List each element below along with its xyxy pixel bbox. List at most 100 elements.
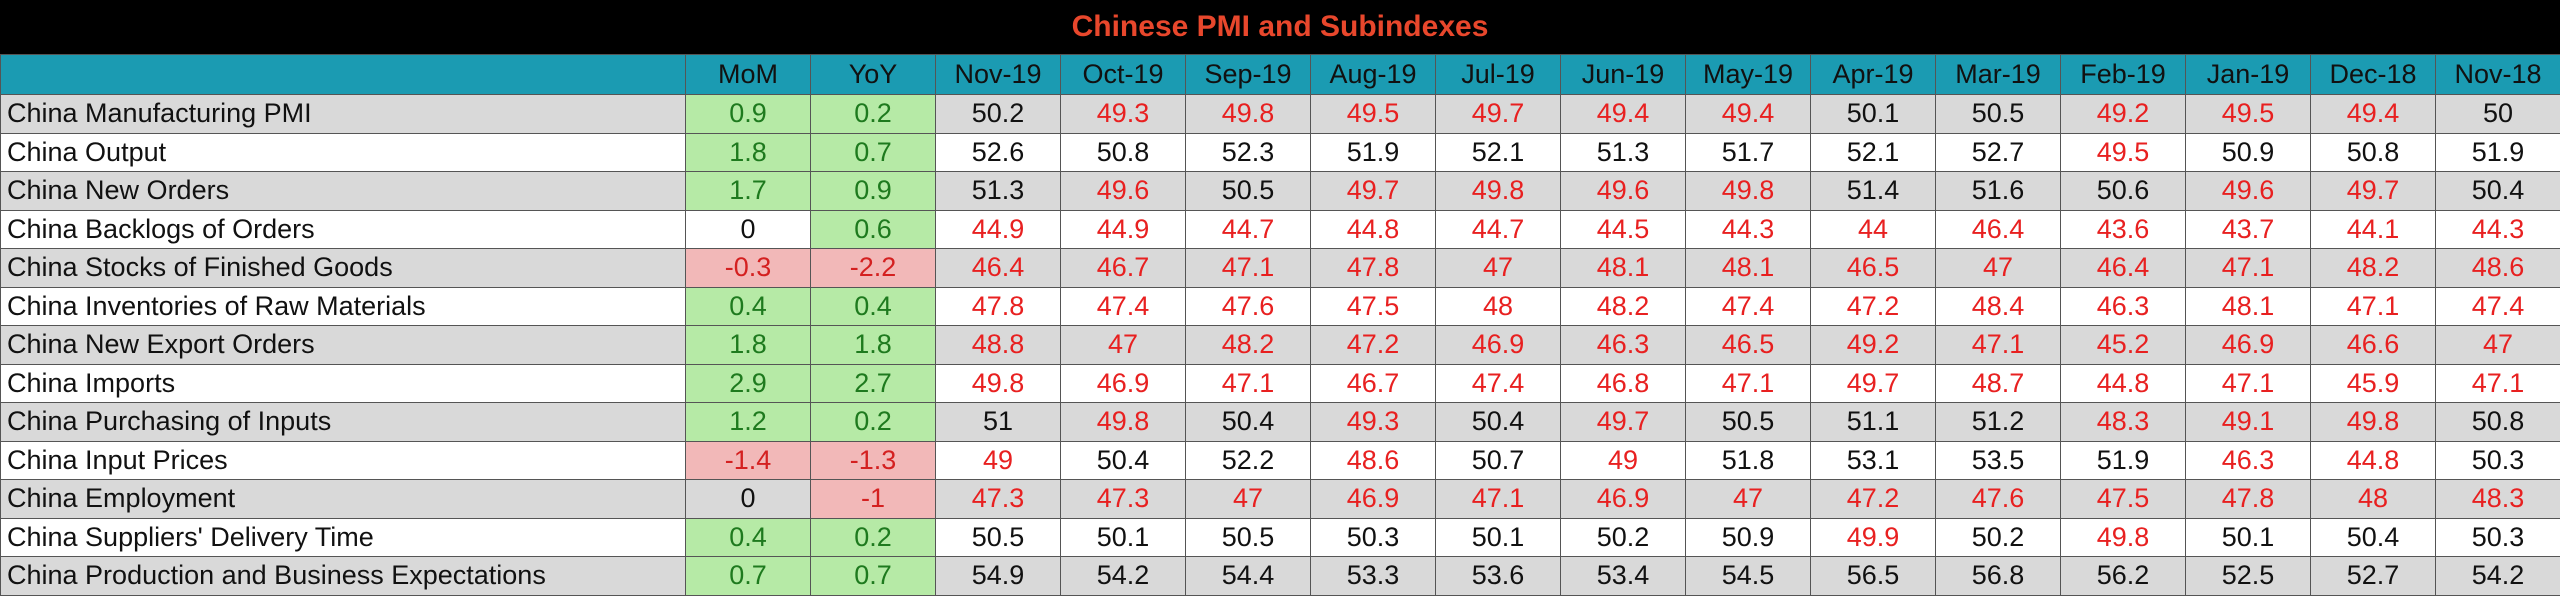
table-row: China Input Prices -1.4 -1.3 49 50.4 52.2 48.6… — [0, 440, 2560, 480]
value-cell: 49.8 — [2310, 402, 2436, 442]
value-cell: 50.2 — [1935, 517, 2061, 557]
value-cell: 49.5 — [2060, 132, 2186, 172]
value-cell: 48.3 — [2435, 479, 2560, 519]
value-cell: 47.1 — [1435, 479, 1561, 519]
value-cell: 46.8 — [1560, 363, 1686, 403]
value-cell: 48.2 — [1560, 286, 1686, 326]
value-cell: 49.8 — [1435, 171, 1561, 211]
value-cell: 52.5 — [2185, 556, 2311, 596]
value-cell: 51.3 — [935, 171, 1061, 211]
value-cell: 53.4 — [1560, 556, 1686, 596]
value-cell: 46.4 — [935, 248, 1061, 288]
row-label: China Backlogs of Orders — [0, 209, 686, 249]
value-cell: 50.6 — [2060, 171, 2186, 211]
value-cell: 50.8 — [2310, 132, 2436, 172]
header-cell: MoM — [685, 54, 811, 95]
table-body: China Manufacturing PMI 0.9 0.2 50.2 49.3 49.… — [0, 94, 2560, 596]
yoy-cell: -2.2 — [810, 248, 936, 288]
table-row: China Purchasing of Inputs 1.2 0.2 51 49.8 50… — [0, 402, 2560, 442]
value-cell: 49.6 — [2185, 171, 2311, 211]
mom-cell: -0.3 — [685, 248, 811, 288]
value-cell: 50.4 — [1435, 402, 1561, 442]
value-cell: 47.8 — [1310, 248, 1436, 288]
table-row: China Employment 0 -1 47.3 47.3 47 46.9 47.1 46.… — [0, 479, 2560, 519]
value-cell: 50.1 — [2185, 517, 2311, 557]
header-cell: Jun-19 — [1560, 54, 1686, 95]
value-cell: 56.8 — [1935, 556, 2061, 596]
value-cell: 47.4 — [1435, 363, 1561, 403]
value-cell: 47.8 — [935, 286, 1061, 326]
value-cell: 47 — [2435, 325, 2560, 365]
value-cell: 50.7 — [1435, 440, 1561, 480]
pmi-table: MoM YoY Nov-19 Oct-19 Sep-19 Aug-19 Jul-19 Jun-… — [0, 54, 2560, 596]
value-cell: 47.6 — [1935, 479, 2061, 519]
yoy-cell: 2.7 — [810, 363, 936, 403]
value-cell: 49.3 — [1310, 402, 1436, 442]
mom-cell: 1.7 — [685, 171, 811, 211]
value-cell: 48.2 — [1185, 325, 1311, 365]
value-cell: 49.6 — [1560, 171, 1686, 211]
header-cell: Dec-18 — [2310, 54, 2436, 95]
value-cell: 50.4 — [1185, 402, 1311, 442]
yoy-cell: -1 — [810, 479, 936, 519]
header-cell: Mar-19 — [1935, 54, 2061, 95]
value-cell: 50.4 — [2435, 171, 2560, 211]
row-label: China New Orders — [0, 171, 686, 211]
value-cell: 50.4 — [1060, 440, 1186, 480]
value-cell: 49.4 — [1560, 94, 1686, 134]
table-row: China Inventories of Raw Materials 0.4 0.4… — [0, 286, 2560, 326]
value-cell: 44.3 — [1685, 209, 1811, 249]
value-cell: 47.1 — [1935, 325, 2061, 365]
header-row: MoM YoY Nov-19 Oct-19 Sep-19 Aug-19 Jul-19 Jun-… — [0, 54, 2560, 95]
value-cell: 44.9 — [935, 209, 1061, 249]
value-cell: 51.3 — [1560, 132, 1686, 172]
value-cell: 49.7 — [2310, 171, 2436, 211]
value-cell: 50.5 — [935, 517, 1061, 557]
value-cell: 49 — [1560, 440, 1686, 480]
value-cell: 56.2 — [2060, 556, 2186, 596]
value-cell: 49.7 — [1310, 171, 1436, 211]
value-cell: 50.9 — [1685, 517, 1811, 557]
value-cell: 47.1 — [2310, 286, 2436, 326]
value-cell: 44 — [1810, 209, 1936, 249]
value-cell: 47.4 — [1685, 286, 1811, 326]
yoy-cell: 1.8 — [810, 325, 936, 365]
yoy-cell: -1.3 — [810, 440, 936, 480]
value-cell: 50.5 — [1935, 94, 2061, 134]
value-cell: 53.6 — [1435, 556, 1561, 596]
value-cell: 47.1 — [2185, 248, 2311, 288]
value-cell: 46.3 — [2060, 286, 2186, 326]
row-label: China Imports — [0, 363, 686, 403]
mom-cell: 1.8 — [685, 325, 811, 365]
value-cell: 45.2 — [2060, 325, 2186, 365]
mom-cell: 0.4 — [685, 286, 811, 326]
value-cell: 47.4 — [1060, 286, 1186, 326]
row-label: China Input Prices — [0, 440, 686, 480]
table-row: China Backlogs of Orders 0 0.6 44.9 44.9 44.7… — [0, 209, 2560, 249]
value-cell: 44.8 — [1310, 209, 1436, 249]
value-cell: 46.4 — [2060, 248, 2186, 288]
row-label: China Manufacturing PMI — [0, 94, 686, 134]
value-cell: 48.1 — [1560, 248, 1686, 288]
value-cell: 49.4 — [1685, 94, 1811, 134]
table-row: China Manufacturing PMI 0.9 0.2 50.2 49.3 49.… — [0, 94, 2560, 134]
value-cell: 47.4 — [2435, 286, 2560, 326]
value-cell: 47.8 — [2185, 479, 2311, 519]
header-cell: Nov-18 — [2435, 54, 2560, 95]
mom-cell: 0 — [685, 209, 811, 249]
value-cell: 47.2 — [1310, 325, 1436, 365]
value-cell: 50.8 — [2435, 402, 2560, 442]
header-cell: Sep-19 — [1185, 54, 1311, 95]
value-cell: 49.8 — [2060, 517, 2186, 557]
mom-cell: 0.9 — [685, 94, 811, 134]
table-row: China Suppliers' Delivery Time 0.4 0.2 50.5… — [0, 517, 2560, 557]
value-cell: 52.7 — [1935, 132, 2061, 172]
value-cell: 50 — [2435, 94, 2560, 134]
value-cell: 52.7 — [2310, 556, 2436, 596]
value-cell: 44.5 — [1560, 209, 1686, 249]
header-cell: Jul-19 — [1435, 54, 1561, 95]
value-cell: 48 — [1435, 286, 1561, 326]
value-cell: 48 — [2310, 479, 2436, 519]
value-cell: 47.1 — [1185, 248, 1311, 288]
value-cell: 50.1 — [1060, 517, 1186, 557]
